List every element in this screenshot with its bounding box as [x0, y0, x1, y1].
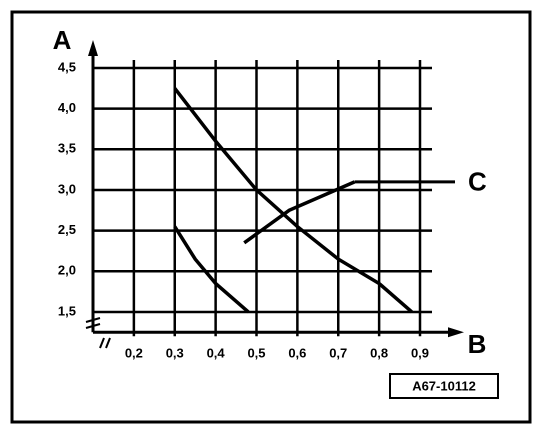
y-axis-arrow: [88, 40, 98, 56]
x-tick-label: 0,5: [247, 345, 265, 360]
curve: [173, 87, 413, 314]
y-tick-label: 3,0: [58, 181, 76, 196]
y-tick-label: 4,5: [58, 59, 76, 74]
y-tick-label: 3,5: [58, 141, 76, 156]
x-tick-label: 0,7: [329, 345, 347, 360]
x-tick-label: 0,2: [125, 345, 143, 360]
code-box: [389, 373, 499, 399]
x-tick-label: 0,6: [288, 345, 306, 360]
x-tick-label: 0,3: [166, 345, 184, 360]
y-tick-label: 4,0: [58, 100, 76, 115]
x-axis-arrow: [448, 327, 464, 338]
x-axis-label: B: [468, 329, 487, 359]
y-axis-label: A: [53, 25, 72, 55]
x-tick-label: 0,4: [207, 345, 226, 360]
y-tick-label: 1,5: [58, 303, 76, 318]
curve: [243, 180, 356, 245]
series-label: C: [468, 167, 487, 197]
x-tick-label: 0,9: [411, 345, 429, 360]
curve: [173, 225, 250, 314]
frame: [10, 10, 532, 424]
x-tick-label: 0,8: [370, 345, 388, 360]
y-tick-label: 2,5: [58, 222, 76, 237]
figure-code: A67-10112: [412, 378, 476, 393]
y-tick-label: 2,0: [58, 263, 76, 278]
